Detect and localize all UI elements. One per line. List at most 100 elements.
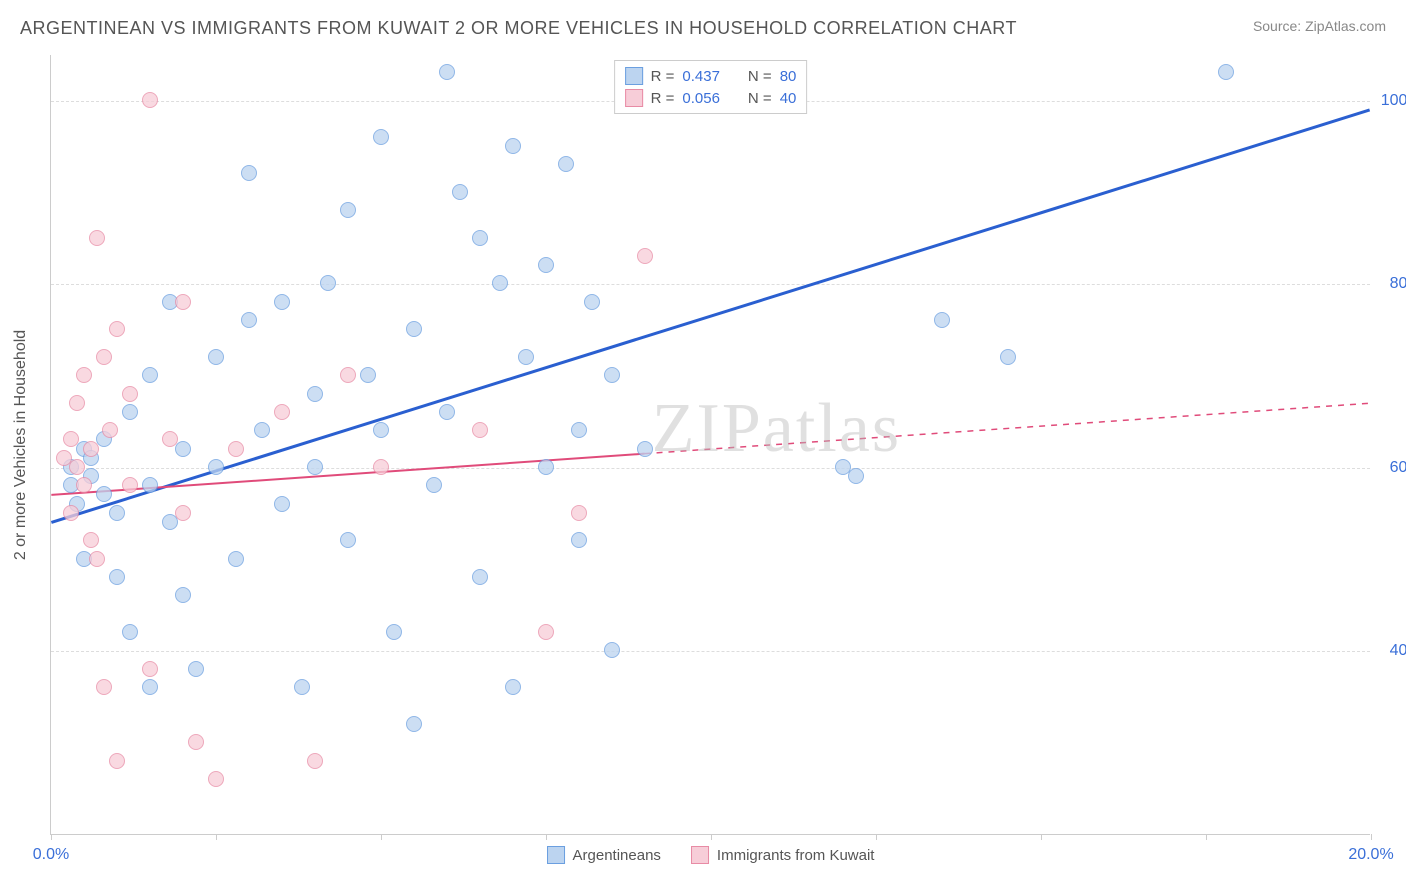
data-point (96, 486, 112, 502)
y-tick-label: 100.0% (1381, 92, 1406, 110)
data-point (637, 441, 653, 457)
data-point (188, 734, 204, 750)
data-point (175, 587, 191, 603)
data-point (175, 505, 191, 521)
data-point (604, 367, 620, 383)
data-point (89, 230, 105, 246)
data-point (102, 422, 118, 438)
data-point (571, 505, 587, 521)
data-point (472, 422, 488, 438)
data-point (228, 551, 244, 567)
data-point (558, 156, 574, 172)
y-tick-label: 60.0% (1390, 459, 1406, 477)
chart-plot-area: 2 or more Vehicles in Household 40.0%60.… (50, 55, 1370, 835)
x-tick (1371, 834, 1372, 840)
x-tick (876, 834, 877, 840)
data-point (505, 679, 521, 695)
y-tick-label: 80.0% (1390, 275, 1406, 293)
x-tick (546, 834, 547, 840)
legend-n-label: N = (748, 68, 772, 85)
data-point (69, 459, 85, 475)
data-point (340, 202, 356, 218)
y-axis-label: 2 or more Vehicles in Household (12, 329, 30, 559)
data-point (76, 367, 92, 383)
data-point (320, 275, 336, 291)
data-point (934, 312, 950, 328)
data-point (439, 404, 455, 420)
data-point (109, 321, 125, 337)
data-point (142, 679, 158, 695)
data-point (83, 441, 99, 457)
legend-n-value: 80 (780, 68, 797, 85)
data-point (307, 459, 323, 475)
data-point (1218, 64, 1234, 80)
x-tick (381, 834, 382, 840)
legend-r-label: R = (651, 90, 675, 107)
data-point (122, 624, 138, 640)
legend-n-label: N = (748, 90, 772, 107)
data-point (69, 395, 85, 411)
chart-title: ARGENTINEAN VS IMMIGRANTS FROM KUWAIT 2 … (20, 18, 1017, 39)
data-point (274, 496, 290, 512)
legend-r-label: R = (651, 68, 675, 85)
data-point (175, 294, 191, 310)
source-label: Source: ZipAtlas.com (1253, 18, 1386, 34)
data-point (208, 349, 224, 365)
data-point (472, 569, 488, 585)
x-tick (216, 834, 217, 840)
data-point (571, 422, 587, 438)
data-point (109, 569, 125, 585)
x-tick (51, 834, 52, 840)
legend-swatch (547, 846, 565, 864)
data-point (63, 431, 79, 447)
data-point (373, 459, 389, 475)
data-point (274, 404, 290, 420)
x-tick (1041, 834, 1042, 840)
data-point (162, 431, 178, 447)
data-point (208, 459, 224, 475)
data-point (83, 532, 99, 548)
legend-series-label: Argentineans (573, 847, 661, 864)
data-point (848, 468, 864, 484)
data-point (241, 165, 257, 181)
data-point (472, 230, 488, 246)
data-point (122, 386, 138, 402)
data-point (274, 294, 290, 310)
data-point (294, 679, 310, 695)
legend-series-item: Argentineans (547, 846, 661, 864)
x-tick-label: 0.0% (33, 846, 69, 864)
data-point (637, 248, 653, 264)
data-point (142, 367, 158, 383)
data-point (63, 505, 79, 521)
data-point (360, 367, 376, 383)
data-point (109, 505, 125, 521)
data-point (386, 624, 402, 640)
data-point (538, 624, 554, 640)
data-point (406, 716, 422, 732)
data-point (254, 422, 270, 438)
legend-swatch (625, 89, 643, 107)
data-point (340, 532, 356, 548)
data-point (452, 184, 468, 200)
data-point (439, 64, 455, 80)
data-point (604, 642, 620, 658)
data-point (228, 441, 244, 457)
data-point (142, 661, 158, 677)
data-point (241, 312, 257, 328)
y-tick-label: 40.0% (1390, 642, 1406, 660)
x-tick-label: 20.0% (1348, 846, 1393, 864)
legend-row: R =0.437N =80 (625, 65, 797, 87)
header: ARGENTINEAN VS IMMIGRANTS FROM KUWAIT 2 … (0, 0, 1406, 47)
legend-n-value: 40 (780, 90, 797, 107)
data-point (492, 275, 508, 291)
data-point (208, 771, 224, 787)
legend-series-label: Immigrants from Kuwait (717, 847, 875, 864)
data-point (307, 753, 323, 769)
data-point (538, 459, 554, 475)
trend-line (51, 454, 644, 495)
legend-row: R =0.056N =40 (625, 87, 797, 109)
data-point (122, 477, 138, 493)
data-point (142, 92, 158, 108)
data-point (122, 404, 138, 420)
data-point (373, 129, 389, 145)
